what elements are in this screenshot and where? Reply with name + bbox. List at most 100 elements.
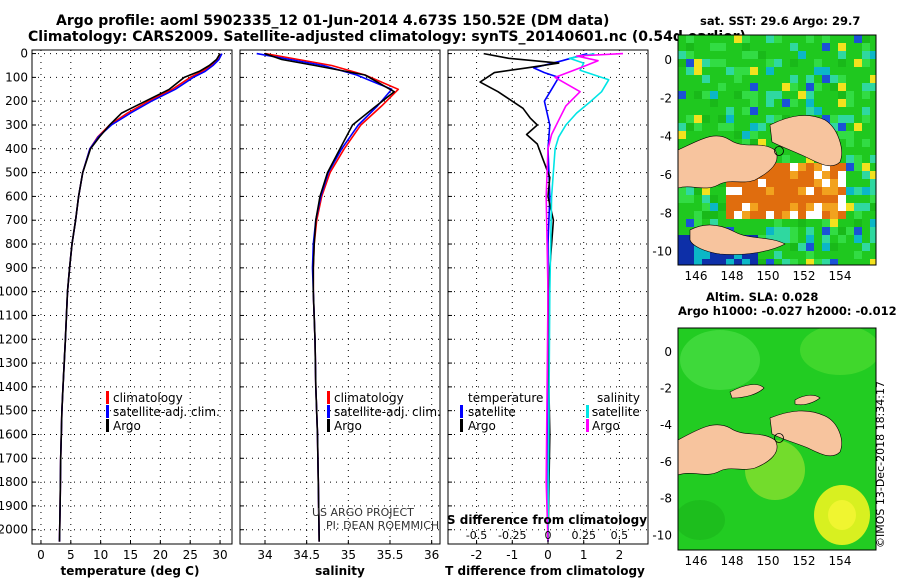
sst-cell [830,243,838,251]
sst-cell [710,131,718,139]
sst-cell [806,171,814,179]
sst-cell [870,115,876,123]
sst-cell [694,83,702,91]
difference-s-tick-label: -0.5 [466,529,487,542]
sst-cell [742,99,750,107]
sst-cell [846,227,854,235]
sst-cell [806,243,814,251]
sst-cell [694,75,702,83]
sst-cell [694,115,702,123]
sst-cell [870,195,876,203]
sst-cell [774,195,782,203]
sst-cell [718,67,726,75]
sst-cell [750,91,758,99]
sst-cell [862,131,870,139]
sst-cell [854,91,862,99]
sst-cell [774,251,782,259]
sst-cell [790,67,798,75]
sst-cell [718,51,726,59]
sst-cell [782,107,790,115]
sst-cell [766,59,774,67]
sst-map-y-tick-label: -10 [652,245,672,259]
sst-cell [830,195,838,203]
salinity-x-tick-label: 35.5 [377,548,404,562]
sst-cell [750,67,758,75]
sst-cell [798,107,806,115]
sst-cell [686,243,694,251]
sst-cell [766,107,774,115]
sst-cell [710,251,718,259]
sst-cell [686,83,694,91]
sst-cell [806,91,814,99]
sst-cell [750,251,758,259]
sst-cell [822,219,830,227]
sst-cell [734,59,742,67]
sst-cell [742,179,750,187]
sst-cell [806,219,814,227]
sst-cell [734,51,742,59]
salinity-x-tick-label: 34 [257,548,272,562]
depth-tick-label: 1300 [0,356,28,370]
sst-cell [798,75,806,83]
difference-legend: temperature satellite Argo salinity sate… [460,391,640,433]
sst-cell [846,235,854,243]
sst-cell [854,235,862,243]
sst-cell [766,203,774,211]
sst-cell [798,187,806,195]
sst-cell [822,195,830,203]
sst-cell [678,115,686,123]
sst-cell [838,243,846,251]
sst-cell [710,195,718,203]
sst-cell [758,67,766,75]
sst-cell [694,123,702,131]
sst-cell [862,155,870,163]
temperature-legend: climatology satellite-adj. clim. Argo [106,391,220,433]
sst-cell [798,43,806,51]
sst-cell [798,203,806,211]
legend-label-s-argo: Argo [592,419,620,433]
sst-cell [838,187,846,195]
legend-swatch-s-argo [586,419,589,432]
sst-cell [718,259,726,265]
depth-tick-label: 900 [5,261,28,275]
sst-cell [718,203,726,211]
sst-cell [718,187,726,195]
sst-cell [758,195,766,203]
sst-cell [862,35,870,43]
sst-cell [758,203,766,211]
legend-label-t-argo: Argo [468,419,496,433]
sst-cell [750,139,758,147]
sst-cell [870,131,876,139]
sst-cell [830,43,838,51]
sst-cell [678,75,686,83]
sst-cell [822,179,830,187]
sst-cell [750,179,758,187]
temperature-x-tick-label: 30 [212,548,227,562]
sst-cell [734,83,742,91]
sst-cell [782,51,790,59]
sst-cell [686,251,694,259]
sst-cell [870,179,876,187]
sst-cell [854,123,862,131]
sst-cell [774,259,782,265]
sst-cell [782,227,790,235]
sst-cell [774,59,782,67]
sst-cell [782,147,790,155]
legend-swatch-satellite [106,405,109,418]
sst-land-new-britain [769,115,842,167]
sst-cell [838,83,846,91]
sst-cell [718,35,726,43]
sst-cell [702,115,710,123]
legend-label-argo: Argo [334,419,362,433]
sst-cell [678,91,686,99]
sst-cell [742,123,750,131]
sst-cell [694,43,702,51]
sst-cell [678,227,686,235]
temperature-x-tick-label: 10 [93,548,108,562]
sst-cell [790,43,798,51]
sst-cell [862,203,870,211]
sst-cell [718,251,726,259]
sst-cell [726,259,734,265]
sst-cell [694,59,702,67]
sst-cell [870,123,876,131]
